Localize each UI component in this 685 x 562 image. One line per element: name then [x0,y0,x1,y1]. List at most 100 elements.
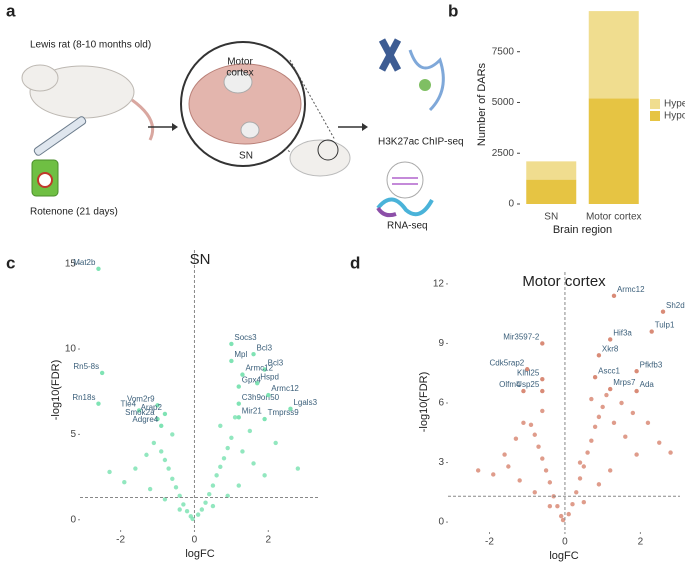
point [506,464,511,469]
gene-label: Armc12 [271,384,299,393]
chart-title: Motor cortex [522,273,606,290]
point [170,432,175,437]
region-label: cortex [226,68,253,79]
y-axis-label: -log10(FDR) [50,360,62,421]
x-tick-label: 0 [192,535,198,546]
point [623,434,628,439]
gene-label: Gpx4 [242,376,262,385]
point [166,466,171,471]
annotated-point [266,392,271,398]
gene-label: Mpl [234,350,247,359]
point [577,476,583,481]
annotated-point [592,374,598,380]
gene-label: Olfm4 [499,380,521,389]
gene-label: Mir21 [242,406,263,415]
annotated-point [608,386,613,392]
legend-swatch [650,111,660,121]
point [162,497,168,502]
point [543,468,549,473]
point [558,513,564,519]
point [611,420,617,426]
y-tick-label: 5000 [492,97,515,108]
x-tick-label: -2 [116,535,125,546]
motor-cortex-region [223,70,253,94]
annotated-point [288,406,293,411]
point [475,468,481,473]
point [210,503,216,509]
point [221,456,227,461]
annotated-point [155,403,160,408]
annotated-point [649,329,654,334]
annotated-point [236,384,241,389]
point [536,444,541,449]
annotated-point [540,388,545,394]
gene-label: Rn5-8s [73,362,99,371]
point [295,466,301,471]
protein [419,79,431,91]
gene-label: Bcl3 [257,343,273,352]
bar-segment [526,179,577,204]
x-tick-label: 2 [266,535,272,546]
point [207,491,212,497]
point [570,502,575,507]
point [547,503,553,509]
point [581,464,587,469]
point [177,493,182,499]
point [147,486,153,492]
point [634,452,639,457]
annotated-point [96,266,101,271]
x-tick-label: 2 [638,537,644,548]
x-tick-label: 0 [562,537,568,548]
chromosome [378,38,402,72]
annotated-point [251,351,256,357]
diagram: Lewis rat (8-10 months old) Rotenone (21… [21,38,464,232]
annotated-point [240,372,245,377]
point [566,511,571,517]
gene-label: Sh2d4b [666,301,685,310]
y-tick-label: 3 [438,457,444,468]
point [532,490,537,495]
gene-label: Klhl25 [517,368,540,377]
y-tick-label: 15 [65,258,77,269]
annotated-point [162,411,168,417]
point [491,472,496,477]
gene-label: Pfkfb3 [640,360,663,369]
point [162,457,168,463]
annotated-point [255,380,260,386]
point [589,396,594,402]
point [645,420,651,426]
chip-icon [408,49,445,112]
y-tick-label: 0 [508,199,514,210]
legend-label: Hyper [664,99,685,110]
point [596,482,602,487]
treatment-label: Rotenone (21 days) [30,207,118,218]
gene-label: Tulp1 [655,321,675,330]
point [513,436,519,441]
point [619,400,624,406]
region-label: Motor [227,57,253,68]
point [159,449,164,454]
y-tick-label: 9 [438,338,444,349]
gene-label: Cdk5rap2 [490,358,525,367]
chart-title: SN [190,251,211,268]
gene-label: Hspd [260,372,279,381]
annotated-point [236,415,241,420]
gene-label: Mat2b [73,258,96,267]
panel-label: b [448,1,458,20]
annotated-point [136,408,142,413]
rna-wave [376,206,397,218]
rat-head [21,64,59,92]
point [232,415,238,420]
point [585,450,590,455]
annotated-point [608,337,613,342]
point [608,468,613,473]
point [170,476,175,481]
annotated-point [540,376,545,382]
annotated-point [262,416,267,422]
annotated-point [611,293,617,299]
rna-circle [386,161,424,199]
point [218,464,223,470]
y-tick-label: 0 [70,514,76,525]
y-tick-label: 10 [65,344,77,355]
gene-label: Armc12 [617,285,645,294]
